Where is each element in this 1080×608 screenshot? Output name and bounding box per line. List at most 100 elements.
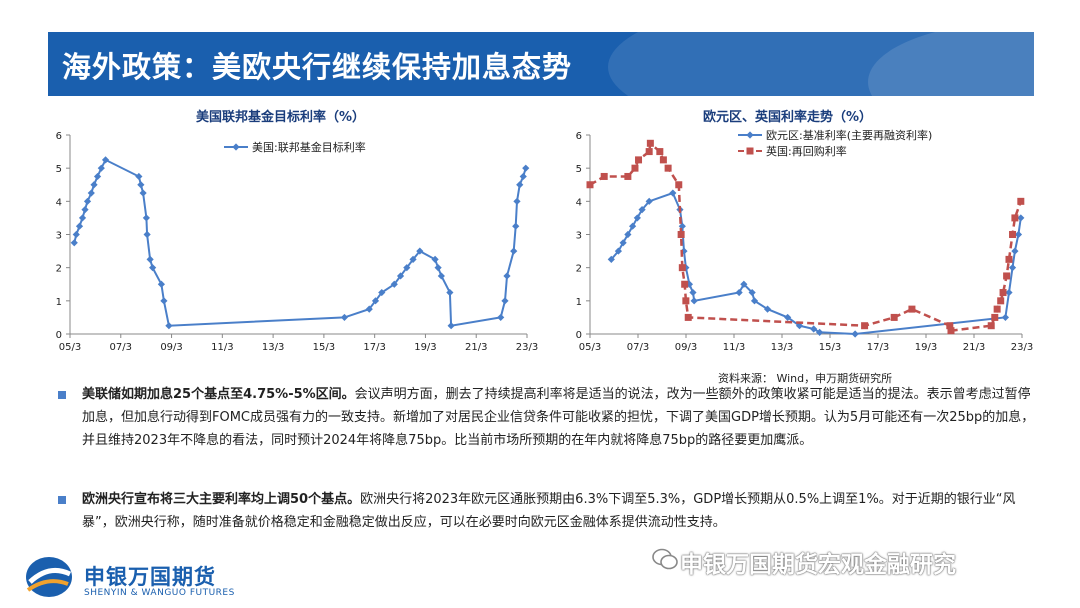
data-point	[624, 230, 632, 239]
header-banner: 海外政策：美欧央行继续保持加息态势	[48, 32, 1034, 96]
logo-subtext: SHENYIN & WANGUO FUTURES	[84, 588, 235, 598]
y-tick-label: 6	[576, 131, 582, 142]
data-point	[72, 230, 80, 239]
data-point	[784, 313, 792, 322]
x-tick-label: 09/3	[160, 342, 182, 353]
y-tick-label: 0	[56, 330, 62, 341]
x-tick-label: 13/3	[771, 342, 793, 353]
data-point	[664, 164, 672, 172]
x-tick-label: 05/3	[59, 342, 81, 353]
data-point	[999, 289, 1007, 297]
data-point	[631, 164, 639, 172]
x-tick-label: 09/3	[675, 342, 697, 353]
data-point	[160, 297, 168, 305]
data-point	[689, 288, 697, 297]
data-point	[682, 297, 690, 305]
data-point	[646, 139, 654, 147]
data-point	[365, 305, 373, 313]
data-point	[78, 214, 87, 222]
x-tick-label: 07/3	[627, 342, 649, 353]
x-tick-label: 19/3	[414, 342, 436, 353]
us-rate-chart: 0 1 2 3 4 5 6 05/3 07/3 09/3 11/3 13/3 15/3 17/3 19/3 2…	[56, 131, 539, 353]
series-line-0	[610, 191, 1022, 336]
data-point	[75, 222, 84, 230]
data-point	[987, 322, 995, 330]
x-tick-label: 17/3	[867, 342, 889, 353]
data-point	[659, 156, 667, 164]
data-point	[371, 297, 380, 305]
data-point	[501, 297, 509, 305]
data-point	[516, 181, 524, 189]
data-point	[139, 189, 147, 197]
data-point	[681, 280, 689, 288]
x-tick-label: 07/3	[110, 342, 132, 353]
data-point	[446, 288, 454, 297]
data-point	[1005, 255, 1013, 263]
data-point	[396, 272, 405, 280]
data-point	[685, 280, 694, 288]
left-chart-title: 美国联邦基金目标利率（%）	[196, 110, 366, 125]
data-point	[513, 197, 521, 205]
data-point	[750, 297, 759, 305]
data-point	[1017, 214, 1025, 222]
bullet-fed: 美联储如期加息25个基点至4.75%-5%区间。会议声明方面，删去了持续提高利率…	[48, 383, 1038, 452]
data-point	[810, 325, 818, 333]
data-point	[684, 313, 692, 321]
y-tick-label: 4	[576, 197, 582, 208]
legend-marker	[746, 131, 754, 139]
bullet-ecb-body: 欧洲央行将2023年欧元区通胀预期由6.3%下调至5.3%，GDP增长预期从0.…	[82, 492, 1016, 530]
legend-label: 英国:再回购利率	[766, 144, 847, 158]
legend-marker	[232, 143, 240, 151]
data-point	[1008, 264, 1017, 272]
data-point	[669, 189, 677, 197]
data-point	[149, 264, 157, 272]
y-tick-label: 2	[56, 264, 62, 275]
x-tick-label: 15/3	[819, 342, 841, 353]
data-point	[378, 288, 386, 297]
data-point	[510, 247, 518, 255]
data-point	[434, 264, 442, 272]
logo-text: 申银万国期货	[84, 565, 216, 589]
data-point	[629, 222, 637, 230]
data-point	[690, 297, 698, 305]
x-tick-label: 21/3	[963, 342, 985, 353]
data-point	[890, 313, 898, 321]
legend-label: 美国:联邦基金目标利率	[252, 140, 366, 154]
data-point	[908, 305, 916, 313]
y-tick-label: 6	[56, 131, 62, 142]
data-point	[633, 214, 641, 222]
data-point	[586, 181, 594, 189]
wechat-icon	[652, 548, 678, 570]
series-line-1	[589, 140, 1022, 333]
data-point	[851, 330, 859, 338]
data-point	[437, 272, 445, 280]
bullet-square-icon	[58, 391, 66, 399]
data-point	[997, 297, 1005, 305]
data-point	[447, 322, 455, 330]
data-point	[165, 322, 173, 330]
data-point	[143, 230, 151, 239]
data-point	[795, 322, 804, 330]
data-point	[101, 156, 110, 164]
data-point	[1009, 231, 1017, 238]
y-tick-label: 1	[56, 297, 62, 308]
bullet-square-icon	[58, 496, 66, 504]
data-point	[1017, 197, 1025, 205]
x-tick-label: 19/3	[915, 342, 937, 353]
data-point	[946, 322, 954, 330]
watermark-text: 申银万国期货宏观金融研究	[680, 552, 956, 578]
data-point	[83, 197, 92, 205]
data-point	[431, 255, 439, 263]
data-point	[512, 222, 520, 230]
y-tick-label: 1	[576, 297, 582, 308]
y-tick-label: 4	[56, 197, 62, 208]
data-point	[735, 288, 743, 297]
data-point	[678, 264, 686, 272]
data-point	[638, 206, 646, 214]
legend-label: 欧元区:基准利率(主要再融资利率)	[766, 128, 932, 142]
bullet-ecb-headline: 欧洲央行宣布将三大主要利率均上调50个基点。	[82, 492, 361, 507]
data-point	[816, 328, 824, 336]
data-point	[1001, 313, 1010, 322]
data-point	[607, 255, 615, 263]
data-point	[87, 189, 95, 197]
